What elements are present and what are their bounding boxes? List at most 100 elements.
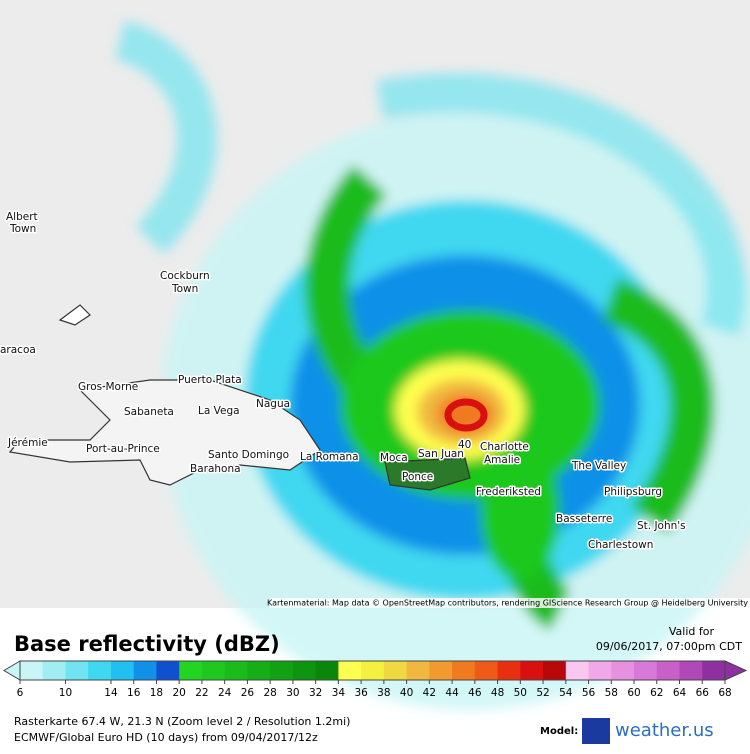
colorbar-tick-label: 40 [400, 687, 413, 699]
colorbar-swatch [452, 661, 476, 680]
place-label: Charlestown [588, 539, 653, 551]
colorbar-swatch [361, 661, 385, 680]
colorbar-swatch [383, 661, 408, 680]
place-label: Barahona [190, 463, 241, 475]
colorbar-tick-label: 44 [445, 687, 459, 699]
colorbar-swatch [42, 661, 66, 680]
attribution-bg [270, 598, 750, 608]
place-label: Albert [6, 211, 38, 223]
colorbar-tick-label: 66 [696, 687, 710, 699]
place-label: 40 [458, 439, 471, 451]
colorbar-tick-label: 38 [377, 687, 390, 699]
model-label: Model: [540, 726, 578, 737]
place-label: La Romana [300, 451, 359, 463]
place-label: Puerto Plata [178, 374, 242, 386]
legend-title: Base reflectivity (dBZ) [14, 632, 280, 656]
place-label: Charlotte [480, 441, 529, 453]
colorbar-swatch [292, 661, 317, 680]
colorbar-tick-label: 68 [718, 687, 731, 699]
valid-time: 09/06/2017, 07:00pm CDT [596, 640, 742, 653]
colorbar-tick-label: 42 [423, 687, 436, 699]
place-label: La Vega [198, 405, 240, 417]
attribution: Kartenmaterial: Map data © OpenStreetMap… [267, 599, 748, 608]
place-label: aracoa [0, 344, 36, 356]
colorbar-frame [19, 660, 726, 681]
colorbar-swatch [588, 661, 612, 680]
place-label: Cockburn [160, 270, 210, 282]
colorbar-swatch [656, 661, 681, 680]
colorbar-tick-label: 60 [627, 687, 640, 699]
colorbar-arrow [724, 660, 748, 681]
colorbar-swatch [156, 661, 180, 680]
place-label: Amalie [484, 454, 520, 466]
colorbar-tick-label: 48 [491, 687, 504, 699]
place-label: Basseterre [556, 513, 612, 525]
place-label: Jérémie [7, 437, 48, 449]
colorbar-tick-label: 18 [150, 687, 163, 699]
place-label: Nagua [256, 398, 290, 410]
place-label: Philipsburg [604, 486, 662, 498]
colorbar-swatch [247, 661, 271, 680]
colorbar-swatch [88, 661, 112, 680]
colorbar-swatch [497, 661, 521, 680]
colorbar-swatch [543, 661, 567, 680]
colorbar-tick-label: 34 [332, 687, 346, 699]
eu-flag [582, 718, 610, 744]
colorbar-tick-label: 64 [673, 687, 687, 699]
colorbar-tick-label: 16 [127, 687, 141, 699]
place-label: Sabaneta [124, 406, 174, 418]
place-label: The Valley [571, 460, 626, 472]
radar-field [114, 20, 750, 710]
colorbar-tick-label: 28 [263, 687, 276, 699]
colorbar-tick-label: 24 [218, 687, 232, 699]
place-label: Gros Morne [78, 381, 138, 393]
colorbar-tick-label: 6 [17, 687, 24, 699]
valid-label: Valid for [669, 625, 715, 638]
colorbar-tick-label: 58 [605, 687, 618, 699]
place-label: Moca [380, 452, 408, 464]
place-label: Town [9, 223, 36, 235]
colorbar-swatch [702, 661, 726, 680]
colorbar-tick-label: 56 [582, 687, 596, 699]
place-label: Town [171, 283, 198, 295]
colorbar-tick-label: 32 [309, 687, 322, 699]
colorbar-tick-label: 54 [559, 687, 573, 699]
colorbar-swatch [20, 661, 44, 680]
place-label: St. John's [637, 520, 686, 532]
colorbar-tick-label: 62 [650, 687, 663, 699]
colorbar-swatch [201, 661, 226, 680]
place-label: Frederiksted [476, 486, 541, 498]
colorbar-swatch [679, 661, 703, 680]
colorbar-swatch [179, 661, 203, 680]
brand: weather.us [615, 720, 714, 741]
colorbar-tick-label: 46 [468, 687, 482, 699]
colorbar-tick-label: 20 [173, 687, 186, 699]
colorbar-tick-label: 26 [241, 687, 255, 699]
colorbar-swatch [65, 661, 89, 680]
colorbar-swatch [270, 661, 294, 680]
place-label: Port-au-Prince [86, 443, 160, 455]
place-label: Ponce [402, 471, 433, 483]
eyewall [444, 398, 488, 432]
colorbar-swatch [338, 661, 362, 680]
colorbar-tick-label: 22 [195, 687, 208, 699]
colorbar-tick-label: 14 [104, 687, 118, 699]
place-label: Santo Domingo [208, 449, 289, 461]
colorbar-tick-label: 10 [59, 687, 72, 699]
land [8, 304, 471, 491]
colorbar-swatch [110, 661, 135, 680]
colorbar-swatch [565, 661, 590, 680]
colorbar-swatch [634, 661, 658, 680]
colorbar-arrow [3, 660, 21, 681]
colorbar-tick-label: 36 [354, 687, 368, 699]
colorbar-swatch [611, 661, 635, 680]
colorbar-tick-label: 50 [514, 687, 527, 699]
info-line: ECMWF/Global Euro HD (10 days) from 09/0… [14, 731, 318, 744]
colorbar-swatch [224, 661, 248, 680]
colorbar-swatch [474, 661, 499, 680]
colorbar-swatch [429, 661, 453, 680]
colorbar-swatch [406, 661, 430, 680]
colorbar-tick-label: 30 [286, 687, 299, 699]
colorbar-swatch [133, 661, 157, 680]
